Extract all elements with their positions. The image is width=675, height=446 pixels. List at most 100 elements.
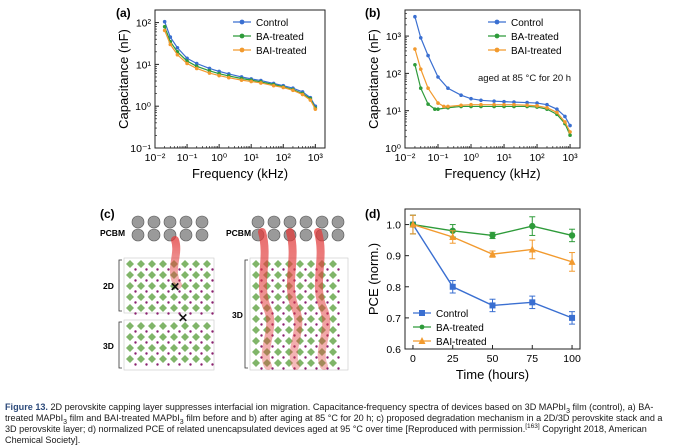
octahedron [329, 359, 337, 367]
a-site-ion [167, 352, 170, 355]
data-point [563, 120, 567, 124]
a-site-ion [337, 301, 340, 304]
data-point [555, 107, 559, 111]
data-point [535, 101, 539, 105]
a-site-ion [189, 330, 192, 333]
data-point [259, 81, 263, 85]
pcbm-molecule [251, 215, 265, 229]
ion-migration-path [314, 228, 331, 370]
a-site-ion [282, 279, 285, 282]
series-line-2 [414, 48, 571, 133]
octahedron [148, 322, 156, 330]
data-point [239, 78, 244, 82]
a-site-ion [200, 312, 203, 315]
y-axis-label: PCE (norm.) [366, 243, 381, 315]
octahedron [252, 304, 260, 312]
pcbm-molecule [147, 215, 161, 229]
data-point [535, 104, 539, 108]
data-point [568, 133, 572, 138]
octahedron [181, 304, 189, 312]
a-site-ion [315, 312, 318, 315]
octahedron [307, 271, 315, 279]
a-site-ion [260, 334, 263, 337]
pcbm-molecule [131, 215, 145, 229]
a-site-ion [337, 367, 340, 370]
bracket [118, 321, 122, 369]
legend-marker [418, 337, 426, 344]
octahedron [274, 282, 282, 290]
a-site-ion [271, 345, 274, 348]
a-site-ion [156, 341, 159, 344]
octahedron [203, 304, 211, 312]
a-site-ion [167, 301, 170, 304]
a-site-ion [337, 345, 340, 348]
caption-text-1: 2D perovskite capping layer suppresses i… [47, 402, 567, 412]
octahedron [137, 355, 145, 363]
a-site-ion [337, 356, 340, 359]
octahedron [296, 260, 304, 268]
pcbm-molecule [299, 215, 313, 229]
a-site-ion [326, 356, 329, 359]
a-site-ion [145, 268, 148, 271]
data-point [545, 102, 549, 107]
y-tick-label: 0.6 [386, 344, 401, 356]
legend-marker [419, 310, 425, 316]
a-site-ion [337, 334, 340, 337]
a-site-ion [200, 341, 203, 344]
a-site-ion [271, 301, 274, 304]
a-site-ion [282, 323, 285, 326]
data-point [446, 86, 450, 91]
data-point [409, 220, 417, 228]
legend-marker [494, 19, 500, 25]
octahedron [159, 260, 167, 268]
data-point [175, 45, 180, 50]
a-site-ion [156, 301, 159, 304]
y-tick-label: 10¹ [136, 59, 152, 71]
x-tick-label: 10³ [308, 152, 324, 164]
octahedron [137, 271, 145, 279]
a-site-ion [211, 301, 214, 304]
figure: (a) (b) (c) (d) 10⁻² 10⁻¹ 10⁰ 10¹ 10² 10³10⁻¹… [100, 6, 581, 382]
a-site-ion [156, 330, 159, 333]
octahedron [274, 359, 282, 367]
octahedron [252, 359, 260, 367]
a-site-ion [167, 312, 170, 315]
a-site-ion [167, 341, 170, 344]
data-point [489, 232, 496, 239]
octahedron [170, 322, 178, 330]
data-point [442, 104, 446, 109]
a-site-ion [200, 279, 203, 282]
data-point [568, 123, 572, 128]
octahedron [181, 322, 189, 330]
a-site-ion [211, 363, 214, 366]
data-point [449, 283, 456, 290]
a-site-ion [189, 279, 192, 282]
octahedron [285, 337, 293, 345]
octahedron [203, 282, 211, 290]
a-site-ion [178, 268, 181, 271]
data-point [512, 100, 516, 104]
a-site-ion [200, 301, 203, 304]
y-tick-label: 10⁻¹ [130, 143, 151, 155]
x-tick-label: 10⁻² [145, 152, 166, 164]
a-site-ion [156, 279, 159, 282]
a-site-ion [260, 323, 263, 326]
octahedron [203, 260, 211, 268]
a-site-ion [156, 290, 159, 293]
x-tick-label: 10² [529, 152, 545, 164]
data-point [433, 107, 437, 111]
data-point [446, 104, 450, 109]
octahedron [307, 359, 315, 367]
data-point [528, 245, 536, 253]
pcbm-molecule [331, 215, 345, 229]
x-tick-label: 10² [276, 152, 292, 164]
data-point [545, 105, 549, 110]
data-point [469, 102, 473, 107]
octahedron [307, 326, 315, 334]
a-site-ion [178, 290, 181, 293]
y-axis-label: Capacitance (nF) [366, 29, 381, 129]
a-site-ion [211, 352, 214, 355]
octahedron [274, 326, 282, 334]
octahedron [192, 271, 200, 279]
data-point [529, 222, 536, 230]
